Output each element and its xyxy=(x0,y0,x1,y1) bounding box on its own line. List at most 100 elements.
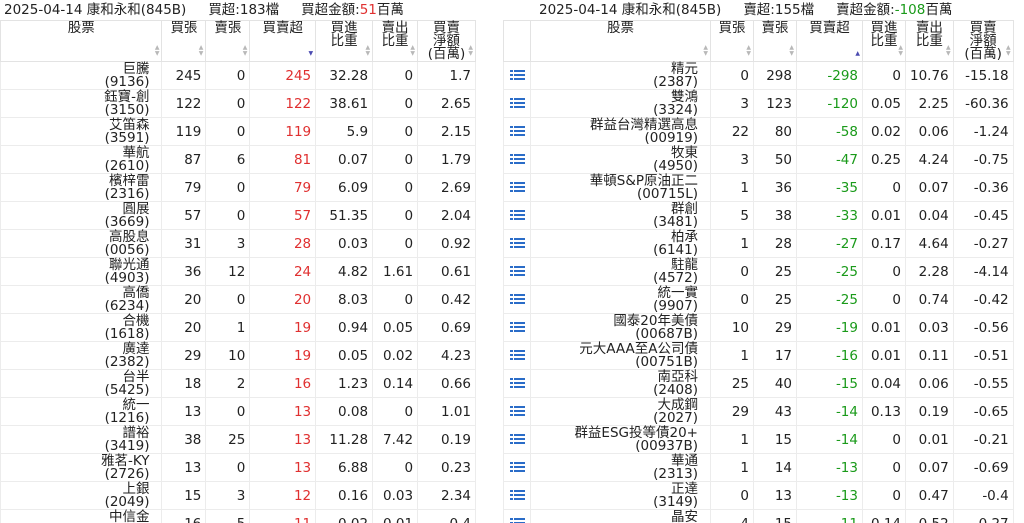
col-header-amount[interactable]: 買賣 淨額 (百萬) ▲ ▼ xyxy=(952,20,1014,62)
col-header-net[interactable]: 買賣超 ▲ xyxy=(796,20,863,62)
stock-name[interactable]: 正達 xyxy=(671,481,698,497)
stock-cell[interactable]: 廣達 (2382) xyxy=(0,341,163,370)
col-header-sell-lots[interactable]: 賣張 ▲ ▼ xyxy=(205,20,251,62)
stock-cell[interactable]: 艾笛森 (3591) xyxy=(0,117,163,146)
row-detail-button[interactable] xyxy=(503,229,531,258)
stock-cell[interactable]: 華頓S&P原油正二 (00715L) xyxy=(530,173,711,202)
stock-name[interactable]: 譜裕 xyxy=(122,425,150,441)
row-detail-button[interactable] xyxy=(503,481,531,510)
col-header-amount[interactable]: 買賣 淨額 (百萬) ▲ ▼ xyxy=(417,20,476,62)
table-row[interactable]: 統一實 (9907) 0 25 -25 0 0.74 -0.42 xyxy=(503,285,1014,314)
stock-name[interactable]: 統一實 xyxy=(657,285,699,301)
stock-cell[interactable]: 元大AAA至A公司債 (00751B) xyxy=(530,341,711,370)
row-detail-button[interactable] xyxy=(503,397,531,426)
stock-cell[interactable]: 華通 (2313) xyxy=(530,453,711,482)
stock-cell[interactable]: 高股息 (0056) xyxy=(0,229,163,258)
stock-name[interactable]: 元大AAA至A公司債 xyxy=(579,341,698,357)
stock-name[interactable]: 雅茗-KY xyxy=(100,453,150,469)
stock-name[interactable]: 高股息 xyxy=(108,229,150,245)
row-detail-button[interactable] xyxy=(503,453,531,482)
stock-cell[interactable]: 上銀 (2049) xyxy=(0,481,163,510)
table-row[interactable]: 檳梓雷 (2316) 79 0 79 6.09 0 2.69 xyxy=(0,173,476,202)
stock-cell[interactable]: 巨騰 (9136) xyxy=(0,61,163,90)
col-header-stock[interactable]: 股票 ▲ ▼ xyxy=(530,20,711,62)
stock-name[interactable]: 艾笛森 xyxy=(108,117,150,133)
row-detail-button[interactable] xyxy=(503,257,531,286)
row-detail-button[interactable] xyxy=(503,173,531,202)
stock-cell[interactable]: 群創 (3481) xyxy=(530,201,711,230)
row-detail-button[interactable] xyxy=(503,145,531,174)
row-detail-button[interactable] xyxy=(503,285,531,314)
stock-cell[interactable]: 南亞科 (2408) xyxy=(530,369,711,398)
stock-cell[interactable]: 高僑 (6234) xyxy=(0,285,163,314)
col-header-net[interactable]: 買賣超 ▼ xyxy=(249,20,317,62)
stock-cell[interactable]: 精元 (2387) xyxy=(530,61,711,90)
row-detail-button[interactable] xyxy=(503,425,531,454)
table-row[interactable]: 鈺寶-創 (3150) 122 0 122 38.61 0 2.65 xyxy=(0,89,476,118)
stock-name[interactable]: 台半 xyxy=(122,369,150,385)
table-row[interactable]: 艾笛森 (3591) 119 0 119 5.9 0 2.15 xyxy=(0,117,476,146)
table-row[interactable]: 廣達 (2382) 29 10 19 0.05 0.02 4.23 xyxy=(0,341,476,370)
table-row[interactable]: 高股息 (0056) 31 3 28 0.03 0 0.92 xyxy=(0,229,476,258)
stock-name[interactable]: 群益ESG投等債20+ xyxy=(574,425,698,441)
col-header-buy-pct[interactable]: 買進 比重 ▲ ▼ xyxy=(862,20,906,62)
col-header-stock[interactable]: 股票 ▲ ▼ xyxy=(0,20,163,62)
stock-cell[interactable]: 統一 (1216) xyxy=(0,397,163,426)
stock-name[interactable]: 華航 xyxy=(122,145,150,161)
stock-name[interactable]: 廣達 xyxy=(122,341,150,357)
table-row[interactable]: 華頓S&P原油正二 (00715L) 1 36 -35 0 0.07 -0.36 xyxy=(503,173,1014,202)
col-header-buy-lots[interactable]: 買張 ▲ ▼ xyxy=(161,20,207,62)
stock-name[interactable]: 華頓S&P原油正二 xyxy=(589,173,698,189)
table-row[interactable]: 柏承 (6141) 1 28 -27 0.17 4.64 -0.27 xyxy=(503,229,1014,258)
table-row[interactable]: 上銀 (2049) 15 3 12 0.16 0.03 2.34 xyxy=(0,481,476,510)
stock-cell[interactable]: 正達 (3149) xyxy=(530,481,711,510)
stock-cell[interactable]: 圓展 (3669) xyxy=(0,201,163,230)
stock-name[interactable]: 南亞科 xyxy=(657,369,699,385)
stock-name[interactable]: 牧東 xyxy=(671,145,698,161)
table-row[interactable]: 合機 (1618) 20 1 19 0.94 0.05 0.69 xyxy=(0,313,476,342)
table-row[interactable]: 圓展 (3669) 57 0 57 51.35 0 2.04 xyxy=(0,201,476,230)
row-detail-button[interactable] xyxy=(503,117,531,146)
stock-name[interactable]: 華通 xyxy=(671,453,698,469)
table-row[interactable]: 聯光通 (4903) 36 12 24 4.82 1.61 0.61 xyxy=(0,257,476,286)
table-row[interactable]: 中信金(2891)165110.020.010.4 xyxy=(0,509,476,523)
table-row[interactable]: 正達 (3149) 0 13 -13 0 0.47 -0.4 xyxy=(503,481,1014,510)
stock-cell[interactable]: 合機 (1618) xyxy=(0,313,163,342)
row-detail-button[interactable] xyxy=(503,61,531,90)
stock-name[interactable]: 群益台灣精選高息 xyxy=(590,117,698,133)
row-detail-button[interactable] xyxy=(503,313,531,342)
stock-name[interactable]: 高僑 xyxy=(122,285,150,301)
table-row[interactable]: 雅茗-KY (2726) 13 0 13 6.88 0 0.23 xyxy=(0,453,476,482)
stock-cell[interactable]: 中信金(2891) xyxy=(0,509,163,523)
stock-cell[interactable]: 雙鴻 (3324) xyxy=(530,89,711,118)
stock-cell[interactable]: 聯光通 (4903) xyxy=(0,257,163,286)
stock-name[interactable]: 雙鴻 xyxy=(671,89,698,105)
table-row[interactable]: 南亞科 (2408) 25 40 -15 0.04 0.06 -0.55 xyxy=(503,369,1014,398)
stock-name[interactable]: 群創 xyxy=(671,201,698,217)
row-detail-button[interactable] xyxy=(503,89,531,118)
stock-name[interactable]: 統一 xyxy=(122,397,150,413)
table-row[interactable]: 巨騰 (9136) 245 0 245 32.28 0 1.7 xyxy=(0,61,476,90)
table-row[interactable]: 精元 (2387) 0 298 -298 0 10.76 -15.18 xyxy=(503,61,1014,90)
col-header-buy-pct[interactable]: 買進 比重 ▲ ▼ xyxy=(315,20,374,62)
stock-name[interactable]: 聯光通 xyxy=(108,257,150,273)
stock-name[interactable]: 中信金 xyxy=(108,509,150,523)
stock-cell[interactable]: 檳梓雷 (2316) xyxy=(0,173,163,202)
stock-name[interactable]: 駐龍 xyxy=(671,257,698,273)
row-detail-button[interactable] xyxy=(503,369,531,398)
stock-name[interactable]: 圓展 xyxy=(122,201,150,217)
stock-cell[interactable]: 雅茗-KY (2726) xyxy=(0,453,163,482)
stock-name[interactable]: 巨騰 xyxy=(122,61,150,77)
stock-name[interactable]: 柏承 xyxy=(671,229,698,245)
stock-cell[interactable]: 統一實 (9907) xyxy=(530,285,711,314)
stock-cell[interactable]: 柏承 (6141) xyxy=(530,229,711,258)
stock-name[interactable]: 合機 xyxy=(122,313,150,329)
stock-name[interactable]: 鈺寶-創 xyxy=(104,89,150,105)
stock-cell[interactable]: 牧東 (4950) xyxy=(530,145,711,174)
table-row[interactable]: 群益台灣精選高息 (00919) 22 80 -58 0.02 0.06 -1.24 xyxy=(503,117,1014,146)
stock-cell[interactable]: 譜裕 (3419) xyxy=(0,425,163,454)
table-row[interactable]: 晶安(8088)415-110.140.52-0.27 xyxy=(503,509,1014,523)
table-row[interactable]: 華航 (2610) 87 6 81 0.07 0 1.79 xyxy=(0,145,476,174)
table-row[interactable]: 群創 (3481) 5 38 -33 0.01 0.04 -0.45 xyxy=(503,201,1014,230)
stock-name[interactable]: 大成鋼 xyxy=(657,397,699,413)
